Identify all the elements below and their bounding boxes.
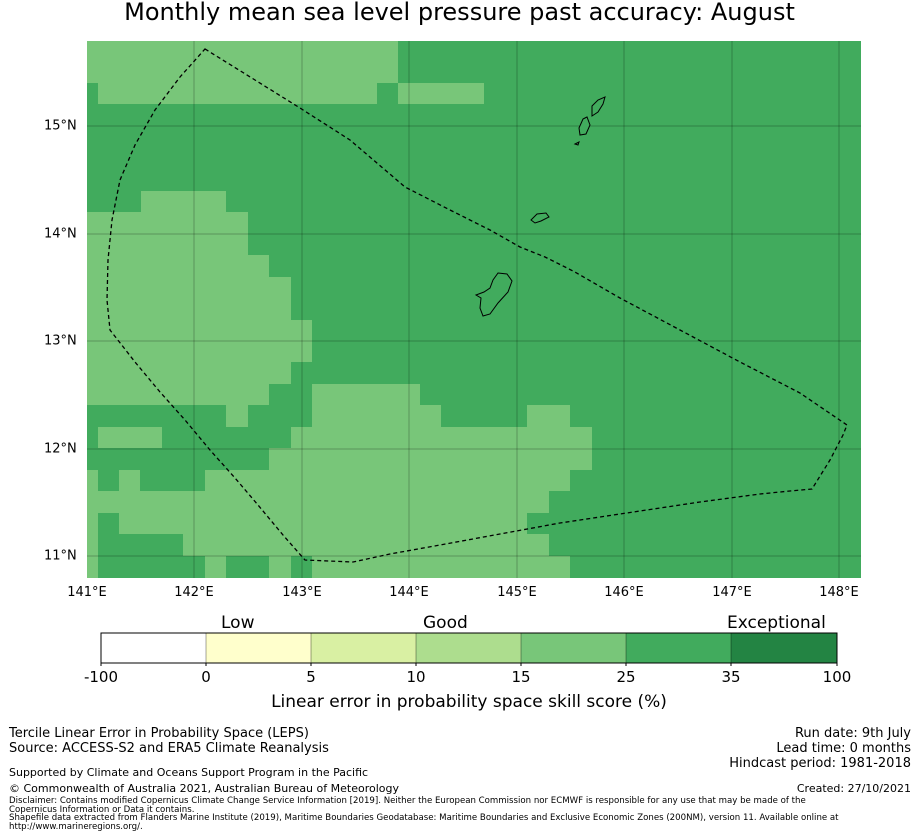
colorbar-label: 35 [721,668,741,686]
y-tick-11n: 11°N [44,548,77,564]
skill-region-south [98,384,592,578]
disclaimer-line-1: Disclaimer: Contains modified Copernicus… [9,796,806,806]
y-tick-14n: 14°N [44,226,77,242]
colorbar [100,632,838,666]
colorbar-label: 0 [201,668,211,686]
colorbar-label: 10 [406,668,426,686]
lead-time: Lead time: 0 months [776,741,911,756]
islands [474,96,606,317]
guam-island [474,272,513,317]
map-title: Monthly mean sea level pressure past acc… [124,0,795,26]
rota-island [530,212,550,224]
skill-region-southwest [87,470,98,578]
skill-cells [87,41,592,578]
colorbar-title: Linear error in probability space skill … [271,692,667,712]
colorbar-segment [416,633,521,663]
saipan-island [591,96,606,117]
colorbar-category-low: Low [221,613,255,633]
gridlines [87,41,861,578]
x-tick-143: 143°E [282,585,322,600]
skill-region-west-lower [98,427,162,448]
x-tick-144: 144°E [389,585,429,600]
colorbar-category-exceptional: Exceptional [727,613,826,633]
aguijan-island [573,141,580,146]
leps-label: Tercile Linear Error in Probability Spac… [9,726,309,741]
x-tick-141: 141°E [67,585,107,600]
disclaimer-line-2: Copernicus Information or Data it contai… [9,805,195,815]
tinian-island [578,116,591,136]
colorbar-segment [101,633,206,663]
copyright-label: © Commonwealth of Australia 2021, Austra… [9,782,399,795]
colorbar-segment [311,633,416,663]
colorbar-label: 25 [616,668,636,686]
colorbar-label: 15 [511,668,531,686]
support-label: Supported by Climate and Oceans Support … [9,766,369,779]
shapefile-line-2: http://www.marineregions.org/. [9,822,143,832]
hindcast-period: Hindcast period: 1981-2018 [729,756,911,771]
x-tick-148: 148°E [819,585,859,600]
created-date: Created: 27/10/2021 [796,782,911,795]
eez-boundary [106,48,848,563]
y-tick-12n: 12°N [44,441,77,457]
skill-region-west [87,191,312,427]
x-tick-142: 142°E [174,585,214,600]
colorbar-category-good: Good [423,613,468,633]
x-tick-145: 145°E [497,585,537,600]
shapefile-line-1: Shapefile data extracted from Flanders M… [9,813,839,823]
map-plot [87,41,861,578]
x-tick-146: 146°E [604,585,644,600]
y-tick-15n: 15°N [44,118,77,134]
colorbar-label: 100 [822,668,852,686]
colorbar-label: 5 [306,668,316,686]
colorbar-segment [206,633,311,663]
colorbar-segment [626,633,731,663]
colorbar-segment [731,633,837,663]
colorbar-segment [521,633,626,663]
colorbar-label: -100 [83,668,119,686]
y-tick-13n: 13°N [44,333,77,349]
skill-region-north [87,41,484,104]
x-tick-147: 147°E [712,585,752,600]
source-label: Source: ACCESS-S2 and ERA5 Climate Reana… [9,741,329,756]
run-date: Run date: 9th July [794,726,911,741]
